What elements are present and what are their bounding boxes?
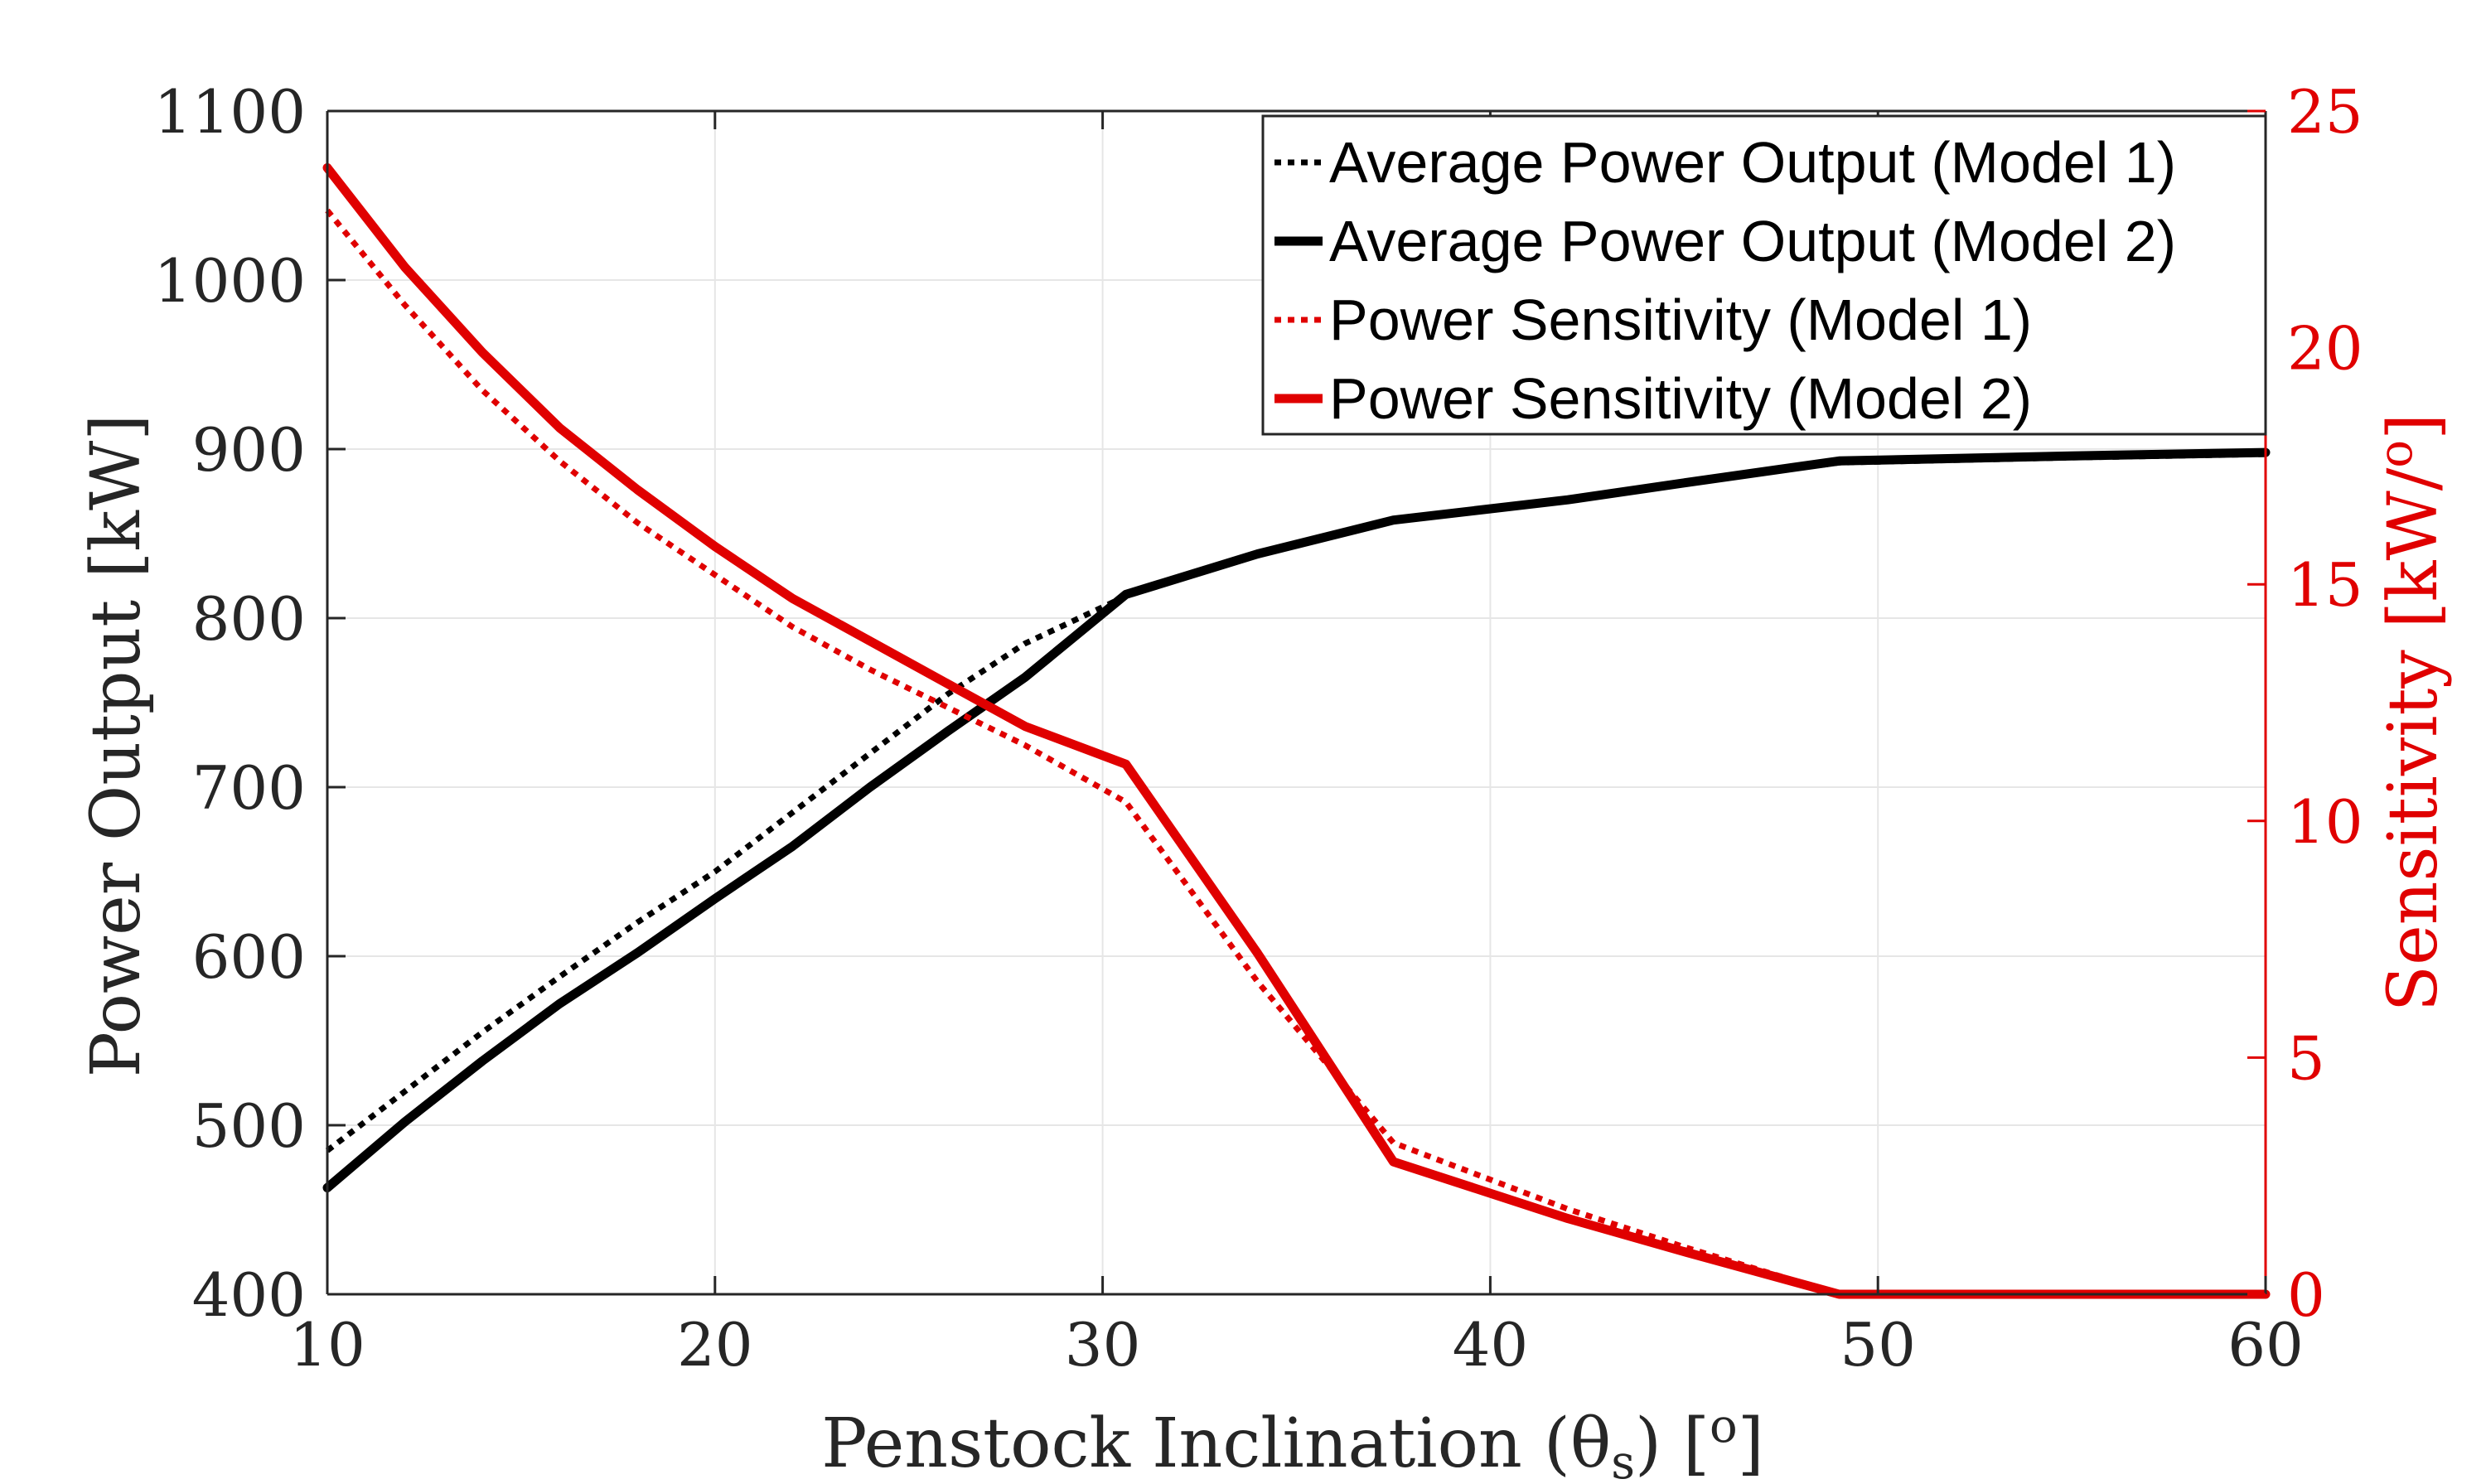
y-tick-label: 1000 (154, 246, 306, 316)
y2-tick-label: 25 (2287, 77, 2363, 147)
legend-label-4: Power Sensitivity (Model 2) (1329, 366, 2032, 431)
y2-tick-label: 0 (2287, 1260, 2325, 1330)
x-tick-label: 60 (2227, 1310, 2304, 1380)
series-layer (322, 163, 2271, 1299)
y2-tick-label: 5 (2287, 1023, 2325, 1093)
x-tick-label: 10 (289, 1310, 365, 1380)
series-line-4 (322, 163, 2271, 1299)
y2-tick-label: 10 (2287, 787, 2363, 857)
y-tick-label: 500 (192, 1091, 306, 1161)
x-tick-label: 30 (1065, 1310, 1141, 1380)
y-axis-label: Power Output [kW] (77, 414, 156, 1077)
y2-tick-label: 20 (2287, 314, 2363, 384)
y-tick-label: 400 (192, 1260, 306, 1330)
y-tick-label: 600 (192, 922, 306, 992)
legend: Average Power Output (Model 1) Average Po… (1261, 114, 2267, 436)
ticks-layer: 10 20 30 40 50 60 400 500 600 700 800 900 1000 1100 0 5… (154, 77, 2363, 1380)
x-tick-label: 50 (1840, 1310, 1916, 1380)
legend-items: Average Power Output (Model 1) Average Po… (1274, 130, 2176, 431)
y-tick-label: 1100 (154, 77, 306, 147)
x-tick-label: 40 (1453, 1310, 1529, 1380)
y2-tick-label: 15 (2287, 550, 2363, 620)
y-tick-label: 900 (192, 415, 306, 485)
legend-label-2: Average Power Output (Model 2) (1329, 209, 2176, 273)
legend-label-3: Power Sensitivity (Model 1) (1329, 288, 2032, 352)
y2-axis-label: Sensitivity [kW/o] (2369, 413, 2453, 1012)
y-tick-label: 800 (192, 584, 306, 654)
legend-label-1: Average Power Output (Model 1) (1329, 130, 2176, 195)
x-axis-label: Penstock Inclination (θs) [o] (821, 1399, 1764, 1484)
legend-box (1261, 114, 2267, 436)
y-tick-label: 700 (192, 753, 306, 823)
axes-layer (326, 109, 2267, 1296)
x-tick-label: 20 (677, 1310, 753, 1380)
